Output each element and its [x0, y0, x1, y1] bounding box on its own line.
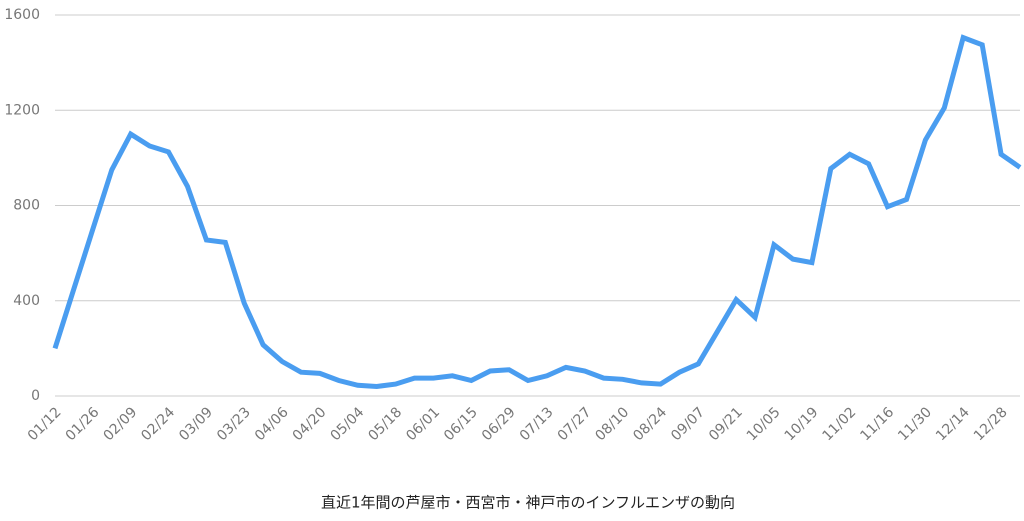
x-tick-label: 11/02 — [820, 404, 860, 444]
x-tick-label: 02/24 — [138, 404, 178, 444]
x-tick-label: 06/29 — [479, 404, 519, 444]
y-tick-label: 0 — [31, 388, 40, 404]
x-tick-label: 06/01 — [403, 404, 443, 444]
x-tick-label: 09/07 — [668, 404, 708, 444]
x-tick-label: 05/04 — [328, 404, 368, 444]
x-tick-label: 01/12 — [25, 404, 65, 444]
x-tick-label: 11/30 — [895, 404, 935, 444]
x-tick-label: 05/18 — [365, 404, 405, 444]
x-tick-label: 03/23 — [214, 404, 254, 444]
y-tick-label: 1600 — [4, 7, 40, 23]
y-tick-label: 400 — [13, 293, 40, 309]
x-tick-label: 01/26 — [63, 404, 103, 444]
x-tick-label: 10/05 — [744, 404, 784, 444]
y-tick-label: 800 — [13, 198, 40, 214]
chart-title: 直近1年間の芦屋市・西宮市・神戸市のインフルエンザの動向 — [321, 494, 735, 512]
x-tick-label: 07/13 — [517, 404, 557, 444]
x-tick-label: 03/09 — [176, 404, 216, 444]
x-tick-label: 08/24 — [630, 404, 670, 444]
y-tick-label: 1200 — [4, 102, 40, 118]
x-tick-label: 12/14 — [933, 404, 973, 444]
data-line — [52, 34, 1022, 390]
x-tick-label: 12/28 — [971, 404, 1011, 444]
x-tick-label: 10/19 — [782, 404, 822, 444]
x-tick-label: 09/21 — [706, 404, 746, 444]
x-tick-label: 04/06 — [252, 404, 292, 444]
x-tick-label: 08/10 — [592, 404, 632, 444]
x-tick-label: 06/15 — [441, 404, 481, 444]
x-tick-label: 02/09 — [100, 404, 140, 444]
x-tick-label: 04/20 — [290, 404, 330, 444]
x-tick-label: 07/27 — [555, 404, 595, 444]
x-tick-label: 11/16 — [857, 404, 897, 444]
